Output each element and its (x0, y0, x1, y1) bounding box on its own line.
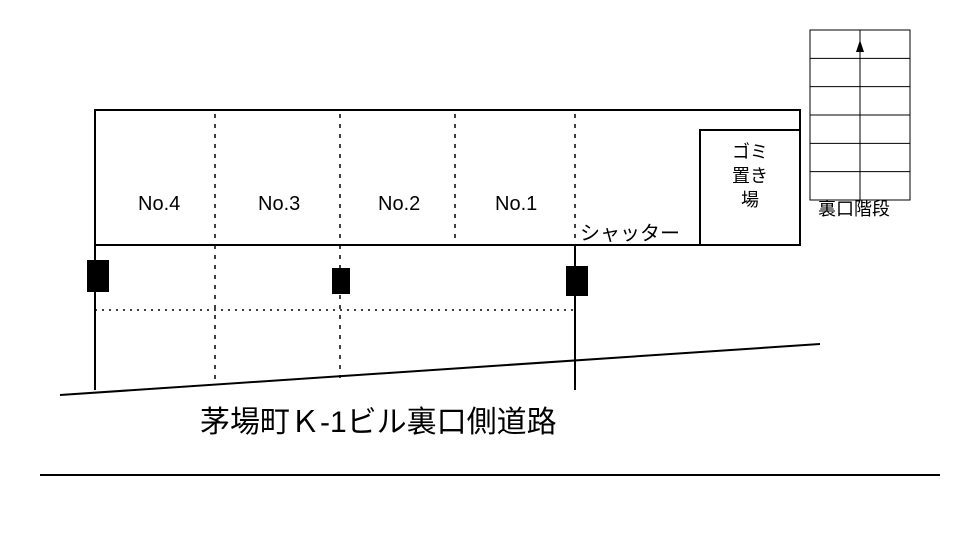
floorplan-diagram: No.4 No.3 No.2 No.1 シャッター ゴミ置き場 裏口階段 茅場町Ｋ-1… (0, 0, 960, 540)
road-title: 茅場町Ｋ-1ビル裏口側道路 (200, 406, 557, 439)
slot-labels: No.4 No.3 No.2 No.1 (138, 193, 537, 215)
slot-label: No.1 (495, 193, 537, 215)
slot-label: No.3 (258, 193, 300, 215)
pillar-marker (566, 266, 588, 296)
black-markers (87, 260, 588, 296)
slot-label: No.2 (378, 193, 420, 215)
stairs-label: 裏口階段 (818, 199, 890, 219)
main-outline (95, 110, 800, 245)
pillar-marker (87, 260, 109, 292)
sloped-curb-line (60, 344, 820, 395)
pillar-marker (332, 268, 350, 294)
stairs-arrow-head-icon (856, 40, 864, 52)
shutter-label: シャッター (580, 222, 680, 245)
vertical-extensions (95, 245, 575, 390)
slot-dividers (215, 114, 575, 243)
vertical-extensions-dashed (215, 245, 340, 382)
slot-label: No.4 (138, 193, 180, 215)
trash-area-label: ゴミ置き場 (732, 142, 768, 210)
